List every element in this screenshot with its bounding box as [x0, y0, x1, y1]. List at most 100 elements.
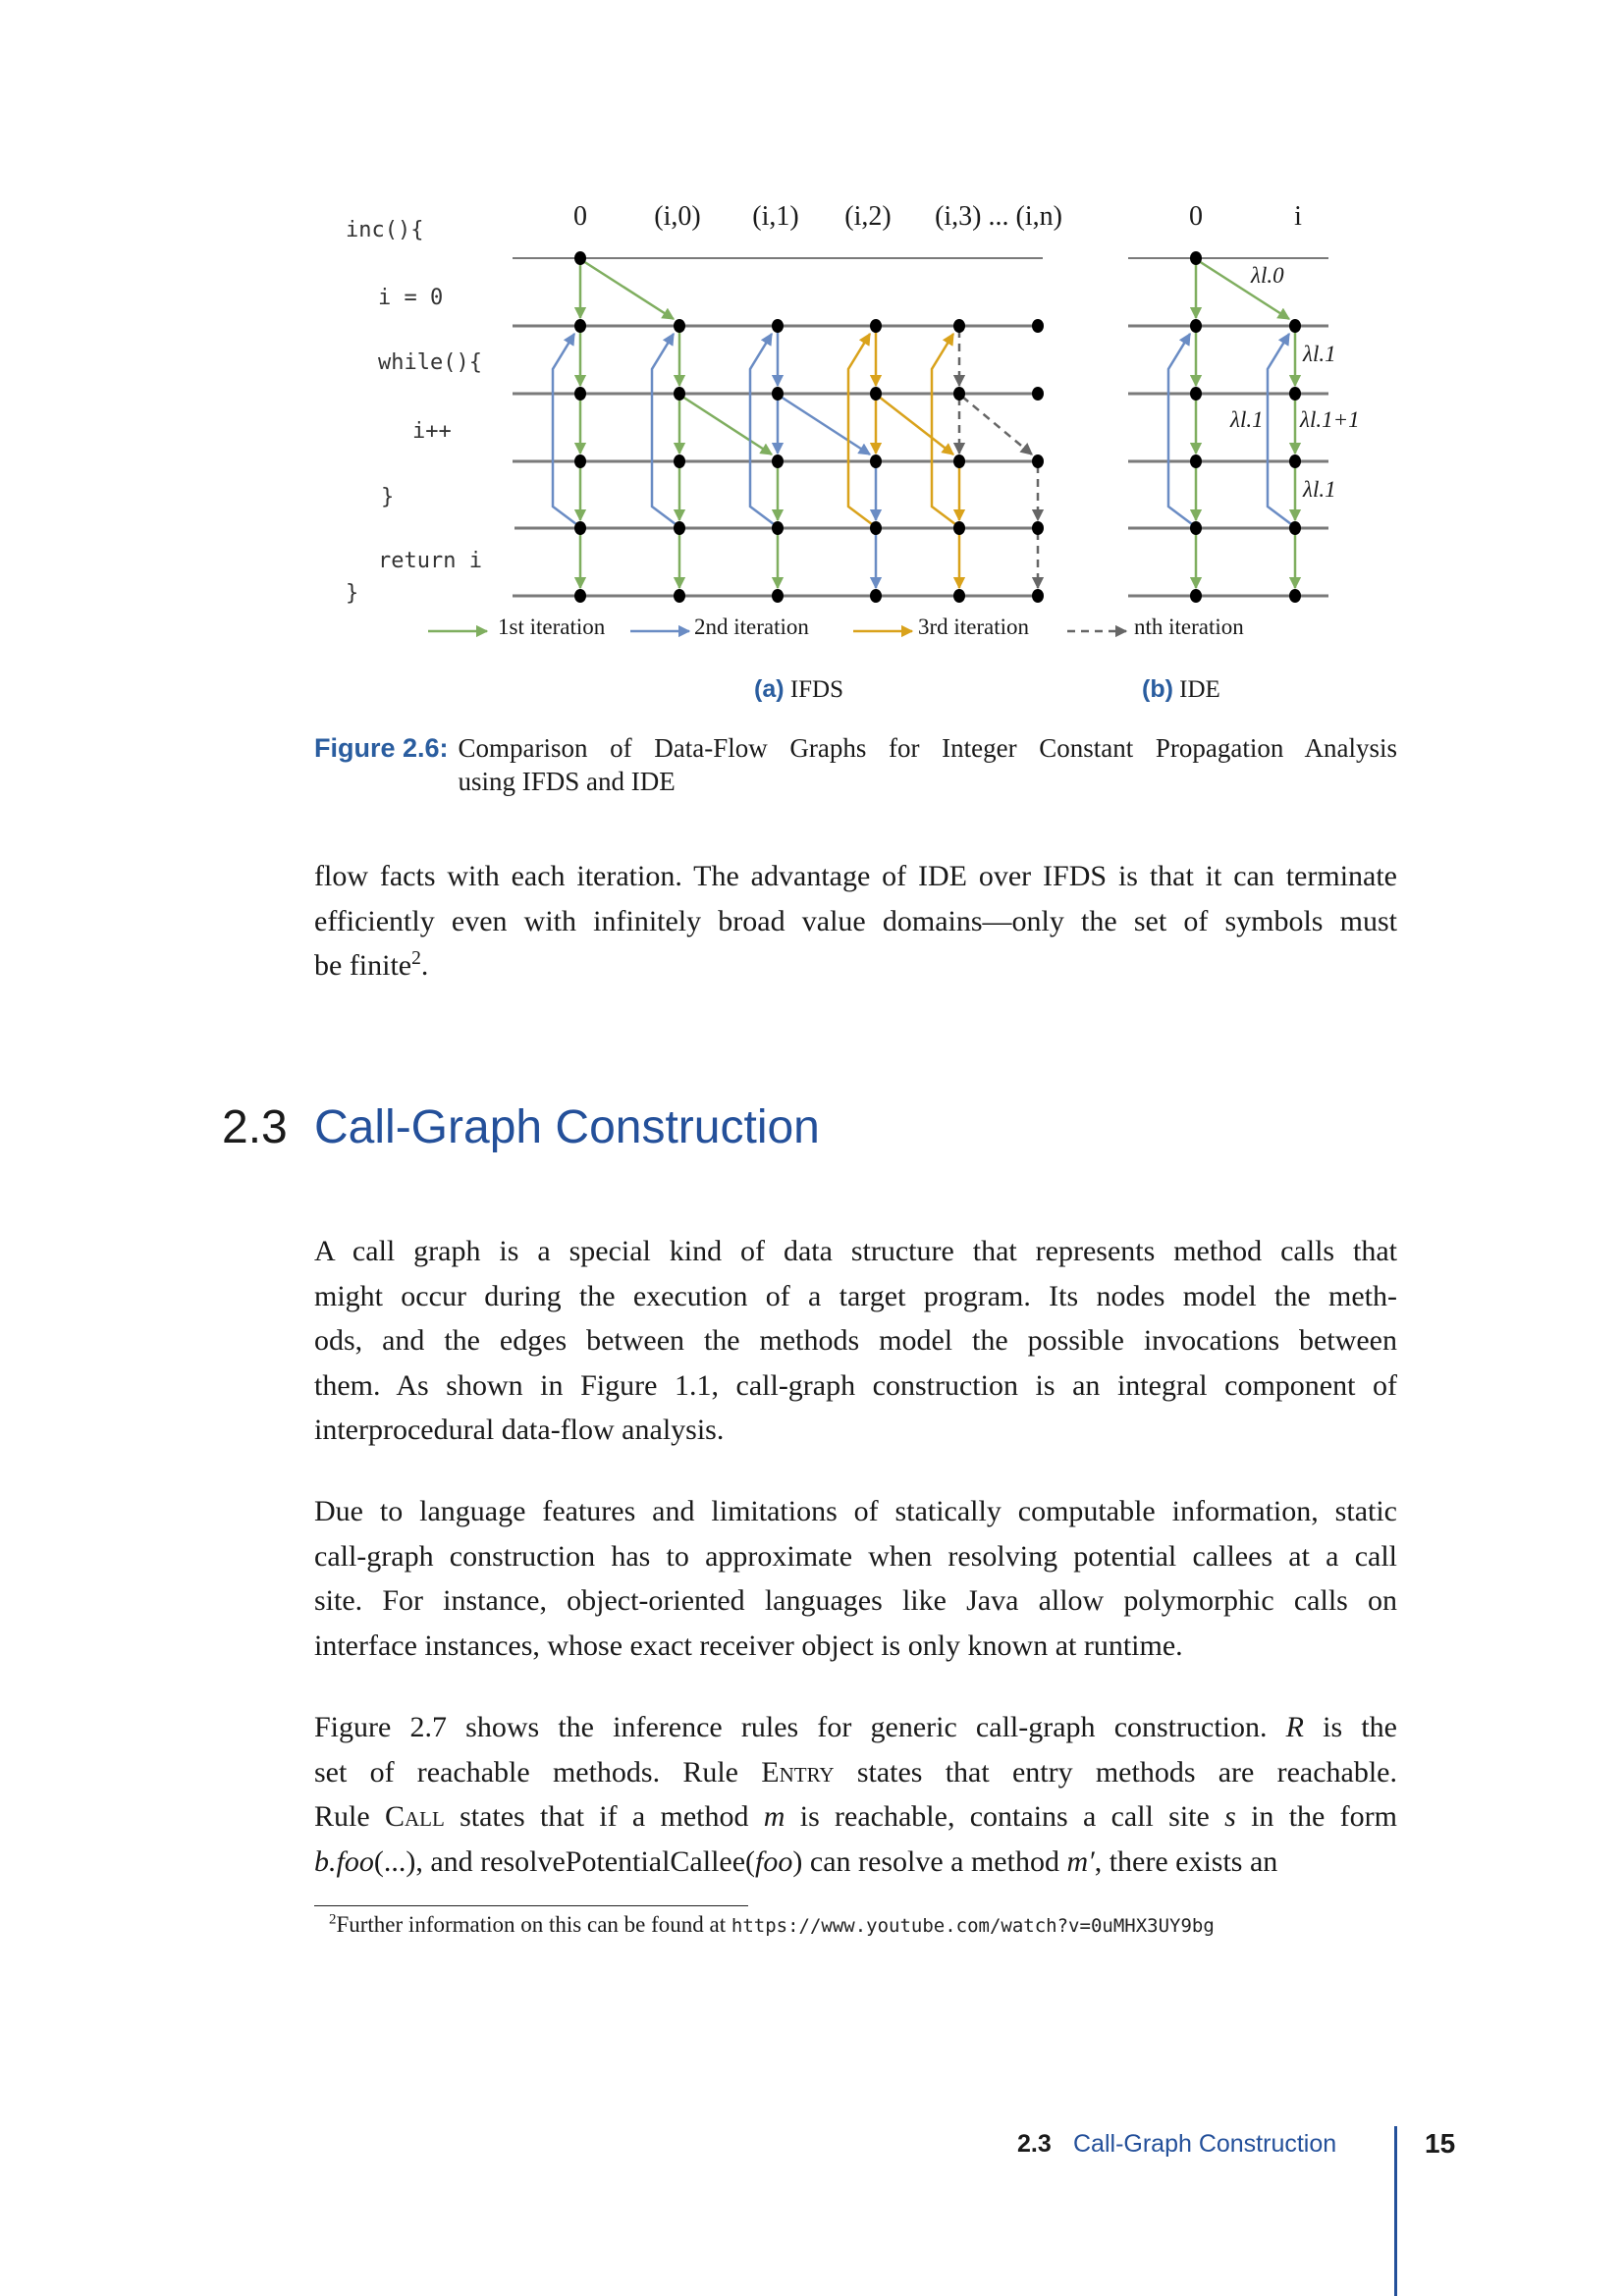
- node: [1032, 521, 1044, 535]
- node: [870, 589, 882, 603]
- column-header: i: [1294, 201, 1302, 232]
- node: [1289, 319, 1301, 333]
- footer-divider: [1394, 2126, 1397, 2296]
- flow-edge: [780, 395, 872, 456]
- subcaption-text: IFDS: [789, 676, 843, 703]
- text-span: Entry: [761, 1755, 835, 1789]
- text-line: ods, and the edges between the methods m…: [314, 1318, 1397, 1363]
- text-span: is reachable, contains a call site: [785, 1800, 1225, 1833]
- node: [1190, 319, 1202, 333]
- text-span: call-graph construction has to approxima…: [314, 1539, 1397, 1573]
- paragraph: flow facts with each iteration. The adva…: [314, 854, 1397, 988]
- text-span: Due to language features and limitations…: [314, 1495, 1397, 1527]
- text-line: call-graph construction has to approxima…: [314, 1534, 1397, 1579]
- text-span: set of reachable methods. Rule: [314, 1755, 762, 1789]
- node: [953, 521, 965, 535]
- code-line: i++: [412, 419, 452, 444]
- node: [772, 319, 784, 333]
- footnote-text: Further information on this can be found…: [336, 1912, 731, 1937]
- code-line: inc(){: [346, 218, 424, 242]
- node: [574, 589, 586, 603]
- legend-label: 3rd iteration: [918, 614, 1030, 639]
- flow-edge: [878, 396, 954, 455]
- paragraph: Due to language features and limitations…: [314, 1489, 1397, 1668]
- node: [674, 521, 685, 535]
- node: [574, 387, 586, 400]
- text-line: Rule Call states that if a method m is r…: [314, 1794, 1397, 1840]
- text-span: (...), and resolvePotentialCallee(: [373, 1844, 756, 1878]
- loop-back-edge: [1166, 332, 1193, 525]
- caption-label: Figure 2.6:: [314, 733, 449, 763]
- edge-label: λl.0: [1251, 263, 1284, 288]
- footnote-ref[interactable]: 2: [411, 948, 421, 969]
- edge-label: λl.1+1: [1300, 407, 1360, 432]
- text-span: foo: [755, 1844, 793, 1878]
- text-span: Call: [384, 1800, 445, 1833]
- text-span: flow facts with each iteration. The adva…: [314, 860, 1397, 892]
- paragraph: Figure 2.7 shows the inference rules for…: [314, 1705, 1397, 1884]
- text-line: might occur during the execution of a ta…: [314, 1274, 1397, 1319]
- edge-label: λl.1: [1303, 477, 1336, 502]
- paragraph: A call graph is a special kind of data s…: [314, 1229, 1397, 1453]
- node: [772, 589, 784, 603]
- text-span: be finite: [314, 949, 412, 982]
- column-header: (i,2): [844, 201, 892, 232]
- legend-label: nth iteration: [1134, 614, 1244, 639]
- page-number: 15: [1425, 2128, 1456, 2159]
- subcaption-text: IDE: [1179, 676, 1220, 703]
- column-header: 0: [573, 201, 587, 232]
- text-span: b.foo: [314, 1844, 374, 1878]
- text-line: b.foo(...), and resolvePotentialCallee(f…: [314, 1840, 1397, 1885]
- node: [1190, 454, 1202, 468]
- node: [1289, 387, 1301, 400]
- subcaption-label: (a): [754, 675, 785, 703]
- figure-caption: Figure 2.6: Comparison of Data-Flow Grap…: [314, 731, 1397, 798]
- text-span: m: [763, 1800, 785, 1833]
- footnote: 2Further information on this can be foun…: [329, 1912, 1215, 1938]
- text-span: ods, and the edges between the methods m…: [314, 1324, 1397, 1357]
- code-line: return i: [378, 549, 482, 573]
- text-span: A call graph is a special kind of data s…: [314, 1235, 1397, 1267]
- footnote-link[interactable]: https://www.youtube.com/watch?v=0uMHX3UY…: [731, 1915, 1215, 1937]
- node: [674, 589, 685, 603]
- node: [1289, 521, 1301, 535]
- node: [574, 251, 586, 265]
- node: [1032, 454, 1044, 468]
- node: [1032, 387, 1044, 400]
- node: [674, 319, 685, 333]
- loop-back-edge: [1266, 332, 1292, 525]
- flow-edge: [1198, 259, 1291, 321]
- column-header: (i,1): [752, 201, 799, 232]
- loop-back-edge: [930, 332, 956, 525]
- text-span: interface instances, whose exact receive…: [314, 1629, 1183, 1662]
- code-line: }: [381, 485, 395, 509]
- node: [674, 387, 685, 400]
- column-header: 0: [1189, 201, 1203, 232]
- section-title: Call-Graph Construction: [314, 1101, 820, 1153]
- text-span: , there exists an: [1094, 1844, 1278, 1878]
- footnote-rule: [314, 1905, 748, 1906]
- column-header: (i,0): [654, 201, 701, 232]
- node: [772, 521, 784, 535]
- text-span: ) can resolve a method: [792, 1844, 1067, 1878]
- flow-edge: [582, 259, 676, 321]
- node: [574, 454, 586, 468]
- text-span: site. For instance, object-oriented lang…: [314, 1584, 1397, 1617]
- node: [1032, 589, 1044, 603]
- node: [1190, 589, 1202, 603]
- text-span: s: [1224, 1800, 1236, 1833]
- node: [870, 387, 882, 400]
- node: [1190, 387, 1202, 400]
- code-line: i = 0: [378, 286, 444, 310]
- code-line: }: [346, 581, 359, 606]
- node: [1190, 521, 1202, 535]
- caption-text: using IFDS and IDE: [458, 767, 676, 796]
- node: [1190, 251, 1202, 265]
- footer-section-title[interactable]: Call-Graph Construction: [1073, 2130, 1337, 2158]
- text-line: set of reachable methods. Rule Entry sta…: [314, 1750, 1397, 1795]
- node: [574, 319, 586, 333]
- node: [870, 454, 882, 468]
- text-span: .: [420, 949, 429, 982]
- text-span: them. As shown in Figure 1.1, call-graph…: [314, 1368, 1397, 1402]
- node: [574, 521, 586, 535]
